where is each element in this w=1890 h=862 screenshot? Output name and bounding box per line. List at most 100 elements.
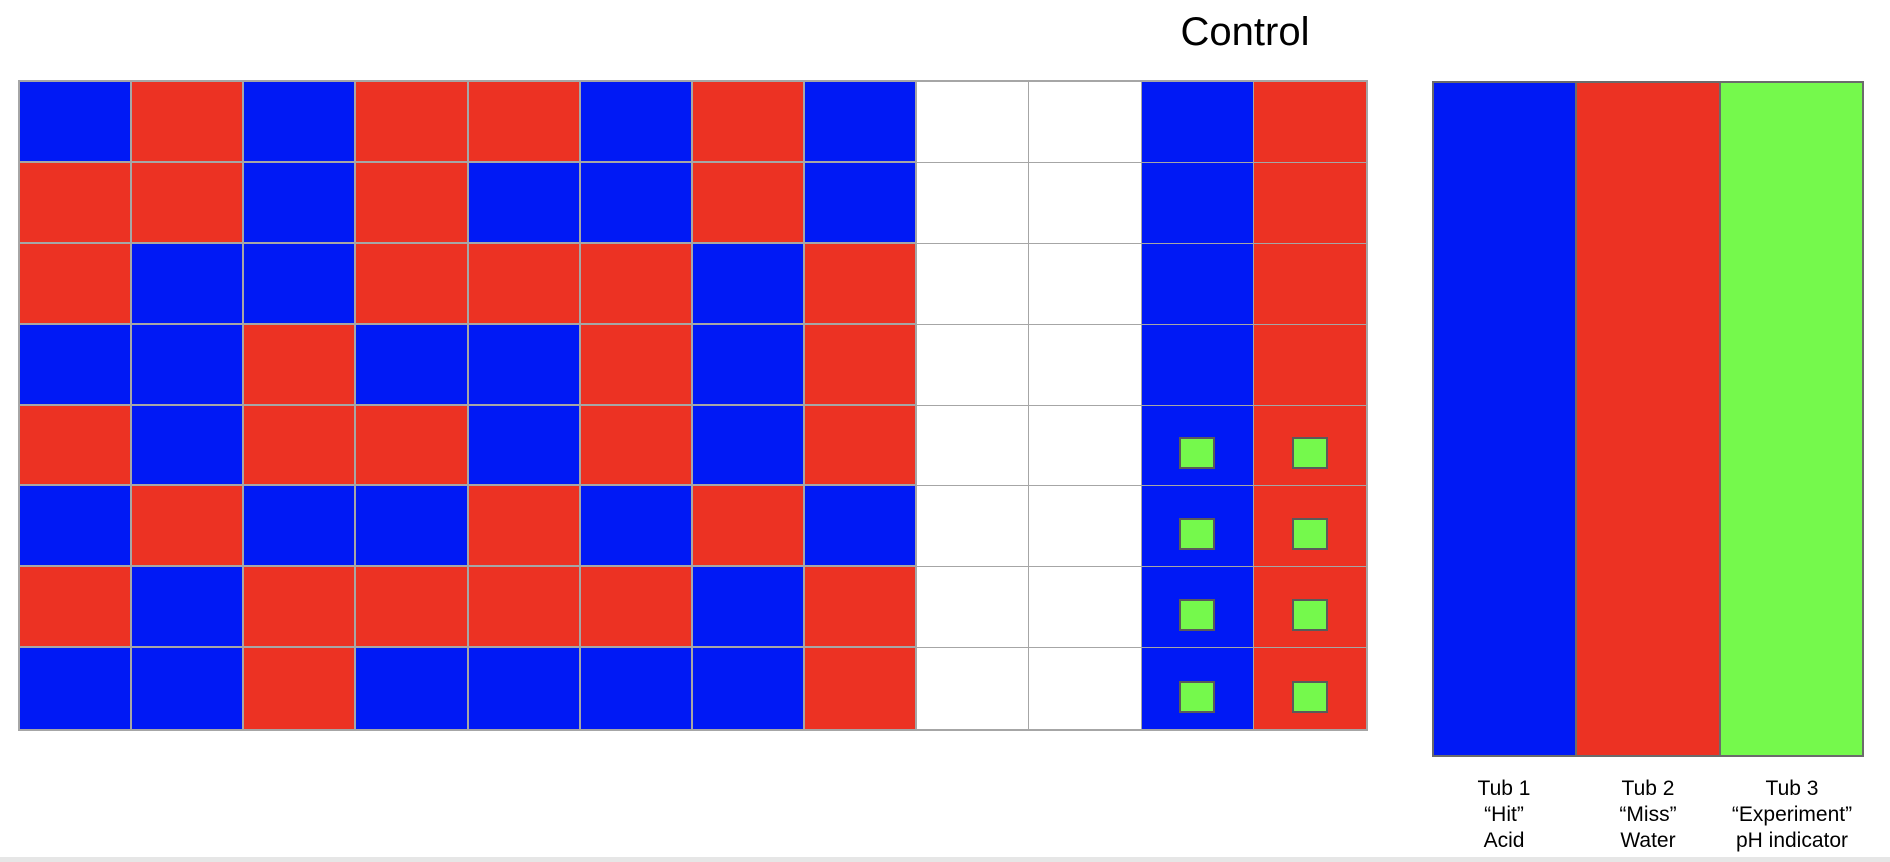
grid-cell-blue — [805, 162, 918, 244]
grid-cell-white — [1029, 648, 1142, 729]
grid-cell-blue — [356, 486, 469, 568]
grid-cell-red — [356, 405, 469, 487]
grid-cell-blue — [1141, 324, 1254, 406]
green-marker — [1179, 680, 1216, 713]
grid-cell-red — [244, 405, 357, 487]
grid-cell-red — [244, 324, 357, 406]
grid-cell-blue — [132, 324, 245, 406]
grid-cell-blue — [468, 162, 581, 244]
tub-label-2: Tub 2 “Miss” Water — [1576, 776, 1720, 854]
grid-cell-white — [1029, 82, 1142, 163]
grid-cell-blue — [692, 405, 806, 487]
grid-cell-red — [468, 567, 581, 649]
grid-cell-red — [580, 243, 693, 325]
grid-cell-white — [917, 648, 1030, 729]
grid-cell-blue — [580, 162, 693, 244]
grid-cell-blue — [1141, 243, 1254, 325]
grid-cell-red — [805, 243, 918, 325]
tub-label-line: Tub 1 — [1477, 777, 1531, 800]
green-marker — [1179, 518, 1216, 551]
tub-label-line: “Miss” — [1619, 803, 1677, 826]
grid-cell-blue — [805, 486, 918, 568]
grid-cell-white — [917, 162, 1030, 244]
green-marker — [1179, 437, 1216, 470]
grid-cell-red — [468, 243, 581, 325]
grid-cell-blue — [692, 243, 806, 325]
grid-cell-white — [1029, 162, 1142, 244]
tub-1 — [1434, 83, 1576, 755]
grid-cell-red — [1253, 162, 1366, 244]
grid-cell-blue — [132, 243, 245, 325]
grid-cell-blue — [1141, 162, 1254, 244]
tub-label-line: Water — [1620, 829, 1676, 852]
grid-cell-white — [917, 567, 1030, 649]
grid-cell-blue — [20, 82, 133, 163]
grid-cell-red — [580, 324, 693, 406]
grid-cell-red — [692, 162, 806, 244]
control-title: Control — [1180, 10, 1310, 54]
grid-cell-blue — [805, 82, 918, 163]
grid-cell-red — [356, 82, 469, 163]
grid-cell-red — [1253, 648, 1366, 729]
grid-cell-blue — [356, 324, 469, 406]
grid-cell-red — [244, 567, 357, 649]
grid-cell-red — [805, 567, 918, 649]
tub-3 — [1718, 83, 1862, 755]
tubs-panel — [1432, 81, 1864, 757]
grid-cell-red — [1253, 243, 1366, 325]
grid-cell-red — [805, 648, 918, 729]
grid-cell-blue — [132, 648, 245, 729]
grid-cell-blue — [20, 648, 133, 729]
grid-cell-blue — [132, 405, 245, 487]
grid-cell-red — [20, 567, 133, 649]
grid-cell-blue — [244, 243, 357, 325]
bottom-bar — [0, 857, 1890, 862]
grid-cell-white — [917, 324, 1030, 406]
grid-cell-red — [692, 486, 806, 568]
grid-cell-red — [356, 243, 469, 325]
green-marker — [1179, 599, 1216, 632]
grid-cell-white — [1029, 243, 1142, 325]
grid-cell-red — [805, 405, 918, 487]
grid-cell-red — [356, 567, 469, 649]
grid-cell-blue — [244, 82, 357, 163]
grid-cell-blue — [1141, 405, 1254, 487]
grid-cell-red — [1253, 567, 1366, 649]
grid-cell-red — [805, 324, 918, 406]
grid-cell-red — [244, 648, 357, 729]
grid-cell-blue — [244, 486, 357, 568]
grid-cell-red — [692, 82, 806, 163]
grid-cell-white — [1029, 486, 1142, 568]
tub-label-line: pH indicator — [1735, 829, 1849, 852]
grid-cell-red — [580, 567, 693, 649]
grid-cell-blue — [580, 82, 693, 163]
grid-cell-red — [468, 82, 581, 163]
grid-cell-blue — [1141, 648, 1254, 729]
tub-label-line: “Experiment” — [1731, 803, 1853, 826]
grid-cell-blue — [580, 648, 693, 729]
grid-cell-white — [917, 405, 1030, 487]
grid-cell-white — [1029, 405, 1142, 487]
grid-cell-red — [132, 82, 245, 163]
green-marker — [1291, 599, 1328, 632]
grid-cell-red — [580, 405, 693, 487]
green-marker — [1291, 518, 1328, 551]
grid-cell-blue — [580, 486, 693, 568]
tub-2 — [1575, 83, 1719, 755]
grid-cell-blue — [20, 486, 133, 568]
grid-cell-white — [1029, 324, 1142, 406]
grid-cell-blue — [244, 162, 357, 244]
grid-cell-red — [20, 405, 133, 487]
grid-cell-blue — [20, 324, 133, 406]
tub-label-line: Tub 3 — [1765, 777, 1819, 800]
grid-cell-blue — [1141, 567, 1254, 649]
grid-cell-blue — [132, 567, 245, 649]
grid-cell-red — [132, 486, 245, 568]
grid-cell-red — [1253, 324, 1366, 406]
tub-label-1: Tub 1 “Hit” Acid — [1432, 776, 1576, 854]
trial-grid — [18, 80, 1368, 731]
tub-label-3: Tub 3 “Experiment” pH indicator — [1720, 776, 1864, 854]
tub-label-line: Tub 2 — [1621, 777, 1675, 800]
grid-cell-red — [132, 162, 245, 244]
grid-cell-blue — [1141, 486, 1254, 568]
